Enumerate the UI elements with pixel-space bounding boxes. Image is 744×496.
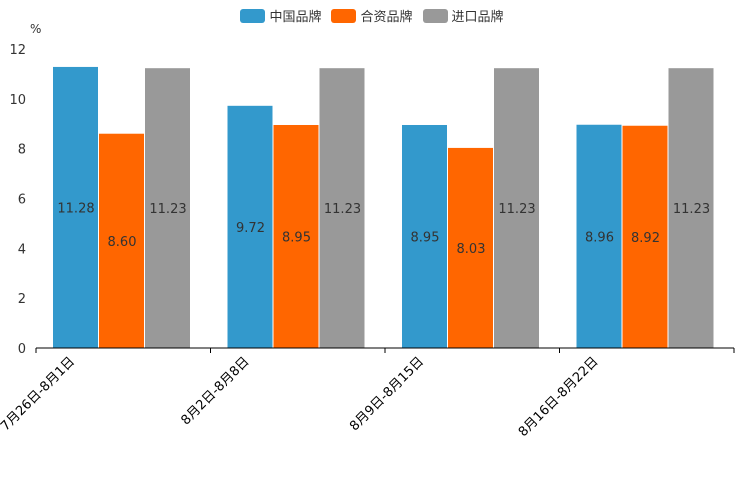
- legend-label-jv-brand: 合资品牌: [360, 10, 413, 25]
- x-tick-label: 8月2日-8月8日: [178, 354, 252, 428]
- bar[interactable]: [319, 68, 365, 348]
- legend-swatch-jv-brand: [331, 8, 357, 23]
- legend-item-jv-brand[interactable]: 合资品牌: [331, 6, 413, 25]
- bar[interactable]: [53, 66, 98, 348]
- y-tick-label: 10: [9, 93, 26, 108]
- y-tick-label: 12: [9, 43, 26, 58]
- data-label: 11.28: [57, 201, 94, 216]
- data-label: 11.23: [149, 202, 186, 217]
- data-label: 8.95: [282, 230, 311, 245]
- bar[interactable]: [622, 125, 668, 348]
- data-label: 11.23: [673, 202, 710, 217]
- data-label: 8.96: [585, 230, 614, 245]
- bar[interactable]: [402, 124, 447, 348]
- y-tick-label: 2: [18, 292, 26, 307]
- y-tick-label: 0: [18, 342, 26, 357]
- legend-swatch-china-brand: [240, 8, 266, 23]
- x-tick-label: 8月16日-8月22日: [516, 354, 602, 440]
- legend-swatch-import-brand: [422, 8, 448, 23]
- data-label: 8.95: [411, 230, 440, 245]
- bar[interactable]: [668, 68, 714, 348]
- data-label: 8.03: [457, 242, 486, 257]
- y-axis-unit: %: [30, 22, 42, 36]
- bar[interactable]: [494, 68, 539, 348]
- y-tick-label: 6: [18, 193, 26, 208]
- x-tick-label: 7月26日-8月1日: [0, 354, 78, 434]
- legend-label-china-brand: 中国品牌: [269, 10, 322, 25]
- legend-item-import-brand[interactable]: 进口品牌: [422, 6, 504, 25]
- data-label: 8.92: [631, 231, 660, 246]
- data-label: 8.60: [108, 235, 137, 250]
- legend-label-import-brand: 进口品牌: [451, 10, 504, 25]
- y-tick-label: 8: [18, 143, 26, 158]
- x-tick-label: 8月9日-8月15日: [347, 354, 427, 434]
- y-tick-label: 4: [18, 242, 26, 257]
- bar[interactable]: [448, 147, 493, 348]
- bar[interactable]: [227, 105, 273, 348]
- legend: 中国品牌 合资品牌 进口品牌: [0, 6, 744, 25]
- legend-item-china-brand[interactable]: 中国品牌: [240, 6, 321, 25]
- bar[interactable]: [576, 124, 622, 348]
- bar[interactable]: [145, 68, 190, 348]
- data-label: 11.23: [324, 202, 361, 217]
- bar[interactable]: [273, 124, 319, 348]
- bar[interactable]: [99, 133, 144, 348]
- data-label: 9.72: [236, 221, 265, 236]
- data-label: 11.23: [498, 202, 535, 217]
